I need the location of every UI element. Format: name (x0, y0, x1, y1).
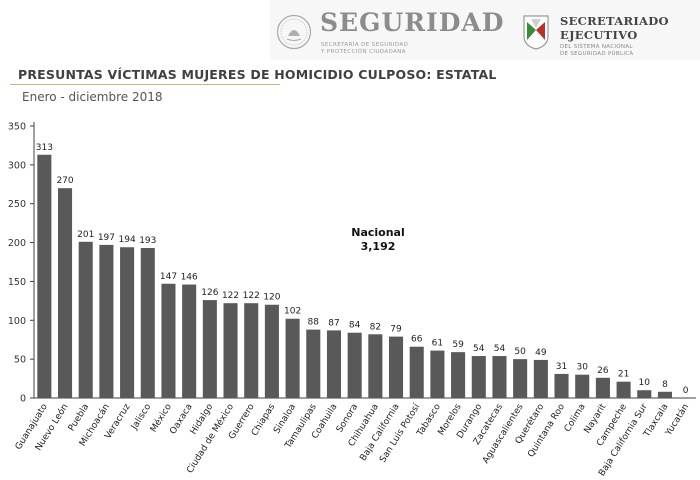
secretariado-logo-text: SECRETARIADO EJECUTIVO (560, 14, 669, 42)
bar (202, 300, 217, 398)
header-logo-band (270, 0, 700, 60)
y-tick-label: 250 (8, 199, 26, 210)
bar-value-label: 201 (77, 230, 94, 240)
bar (409, 346, 424, 398)
bar (388, 336, 404, 398)
bar-value-label: 50 (514, 347, 526, 357)
y-tick-label: 50 (14, 355, 26, 366)
bar-value-label: 79 (390, 325, 402, 335)
bar-value-label: 54 (494, 344, 506, 354)
bar-value-label: 21 (618, 370, 629, 380)
bar-value-label: 49 (535, 348, 547, 358)
bar (347, 332, 362, 398)
bar (368, 334, 383, 398)
bar-value-label: 82 (370, 322, 381, 332)
bar (595, 377, 610, 398)
bar-value-label: 88 (308, 318, 320, 328)
seguridad-subtitle: SECRETARÍA DE SEGURIDAD Y PROTECCIÓN CIU… (321, 42, 409, 55)
secretariado-subtitle: DEL SISTEMA NACIONAL DE SEGURIDAD PÚBLIC… (560, 44, 634, 57)
bar (120, 247, 135, 398)
bar (326, 330, 342, 398)
bar-value-label: 313 (36, 143, 53, 153)
y-tick-label: 300 (8, 160, 26, 171)
bar (306, 329, 321, 398)
bar (451, 352, 466, 398)
bar-value-label: 193 (139, 236, 156, 246)
bar (140, 248, 155, 398)
bar-value-label: 194 (119, 235, 136, 245)
national-total-value: 3,192 (361, 240, 396, 253)
bar (616, 381, 631, 398)
bar-value-label: 122 (243, 291, 260, 301)
bar (471, 356, 486, 398)
bar (285, 318, 300, 398)
bar-value-label: 270 (56, 176, 73, 186)
bar (78, 241, 93, 398)
national-total-label: Nacional (351, 226, 405, 239)
bar-value-label: 0 (683, 386, 689, 396)
bar (223, 303, 238, 398)
mexico-seal-icon (276, 14, 312, 50)
bar-value-label: 61 (432, 339, 443, 349)
bar-value-label: 31 (556, 362, 567, 372)
bar-value-label: 26 (597, 366, 609, 376)
bar (513, 359, 528, 398)
bar-value-label: 8 (662, 380, 668, 390)
bar (637, 390, 652, 398)
seguridad-logo-text: SEGURIDAD (320, 8, 505, 37)
bar-value-label: 122 (222, 291, 239, 301)
bar (182, 284, 197, 398)
chart-subtitle: Enero - diciembre 2018 (22, 90, 163, 104)
bar (244, 303, 259, 398)
secretariado-emblem-icon (523, 15, 549, 50)
title-divider (10, 84, 280, 85)
bar-value-label: 197 (98, 233, 115, 243)
bar-value-label: 147 (160, 272, 177, 282)
bar (575, 374, 590, 398)
bar-value-label: 84 (349, 321, 361, 331)
y-tick-label: 150 (8, 277, 26, 288)
bar (430, 350, 445, 398)
bar-value-label: 126 (201, 288, 218, 298)
bar-value-label: 87 (328, 318, 339, 328)
bar-value-label: 102 (284, 307, 301, 317)
bar (264, 304, 279, 398)
bar (657, 391, 673, 398)
bar-value-label: 54 (473, 344, 485, 354)
bar-value-label: 30 (576, 363, 588, 373)
bar (492, 356, 507, 398)
y-tick-label: 200 (8, 238, 26, 249)
bar-value-label: 10 (639, 378, 651, 388)
bar (99, 244, 114, 398)
chart-title: PRESUNTAS VÍCTIMAS MUJERES DE HOMICIDIO … (18, 67, 497, 82)
y-tick-label: 100 (8, 316, 26, 327)
bar-value-label: 146 (181, 273, 198, 283)
bar (533, 359, 548, 398)
bar-value-label: 66 (411, 335, 423, 345)
bar (37, 154, 52, 398)
y-tick-label: 0 (20, 394, 26, 405)
bar-value-label: 59 (452, 340, 464, 350)
bar (554, 373, 569, 398)
bar-value-label: 120 (263, 293, 280, 303)
bar (57, 188, 73, 398)
y-tick-label: 350 (8, 122, 26, 133)
bar (161, 283, 176, 398)
